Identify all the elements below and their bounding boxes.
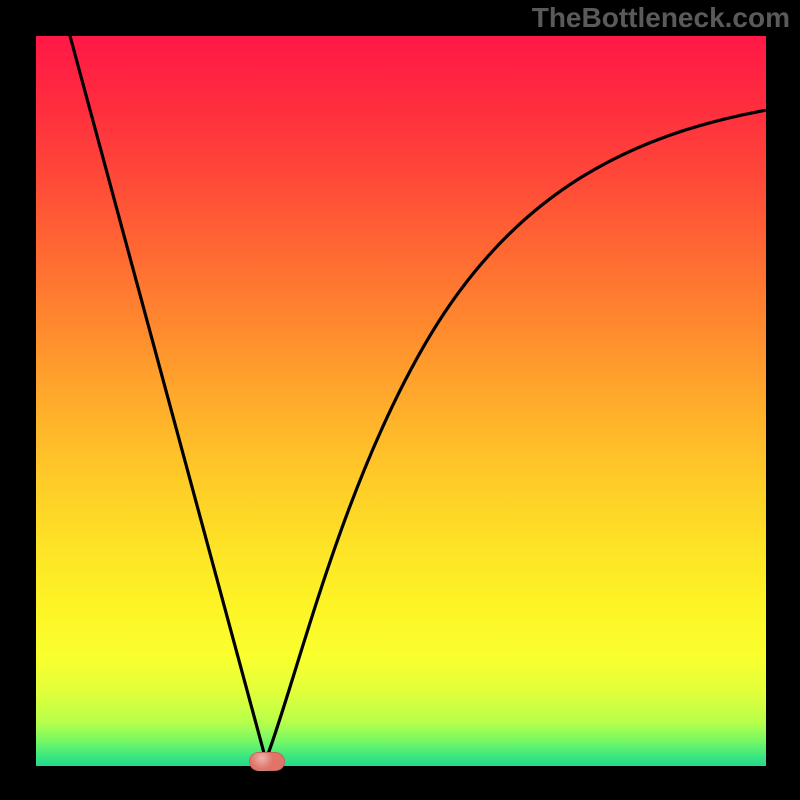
- chart-svg: [36, 36, 766, 766]
- chart-background: [36, 36, 766, 766]
- optimal-point-marker: [249, 752, 285, 771]
- watermark-text: TheBottleneck.com: [532, 2, 790, 34]
- bottleneck-chart: [36, 36, 766, 766]
